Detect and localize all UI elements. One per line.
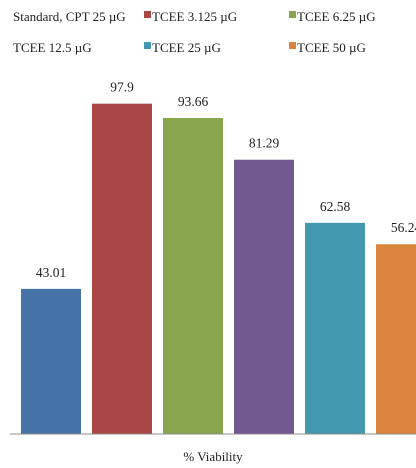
x-axis-label: % Viability (183, 449, 243, 464)
bar-5 (305, 222, 365, 434)
legend-label-4: TCEE 12.5 µG (13, 40, 92, 55)
data-label-5: 62.58 (320, 199, 351, 214)
legend-swatch-3 (289, 11, 296, 18)
legend-label-6: TCEE 50 µG (297, 40, 366, 55)
bars (21, 103, 416, 435)
legend-item-3: TCEE 6.25 µG (289, 9, 376, 24)
legend-swatch-5 (144, 42, 151, 49)
legend-label-1: Standard, CPT 25 µG (13, 9, 126, 24)
legend-item-2: TCEE 3.125 µG (144, 9, 237, 24)
bar-2 (92, 103, 152, 435)
legend-item-4: TCEE 12.5 µG (13, 40, 92, 55)
legend-label-2: TCEE 3.125 µG (152, 9, 237, 24)
legend-swatch-6 (289, 42, 296, 49)
legend-item-5: TCEE 25 µG (144, 40, 221, 55)
legend-swatch-2 (144, 11, 151, 18)
legend-item-6: TCEE 50 µG (289, 40, 366, 55)
bar-6 (376, 244, 416, 434)
data-labels: 43.01 97.9 93.66 81.29 62.58 56.24 (36, 80, 416, 280)
bar-1 (21, 288, 81, 434)
legend-label-5: TCEE 25 µG (152, 40, 221, 55)
bar-3 (163, 117, 223, 435)
data-label-2: 97.9 (110, 80, 134, 95)
data-label-3: 93.66 (178, 94, 209, 109)
bar-4 (234, 159, 294, 434)
data-label-4: 81.29 (249, 136, 280, 151)
data-label-6: 56.24 (391, 220, 416, 235)
data-label-1: 43.01 (36, 265, 66, 280)
legend: Standard, CPT 25 µG TCEE 3.125 µG TCEE 6.2… (13, 9, 376, 55)
legend-label-3: TCEE 6.25 µG (297, 9, 376, 24)
legend-item-1: Standard, CPT 25 µG (13, 9, 126, 24)
